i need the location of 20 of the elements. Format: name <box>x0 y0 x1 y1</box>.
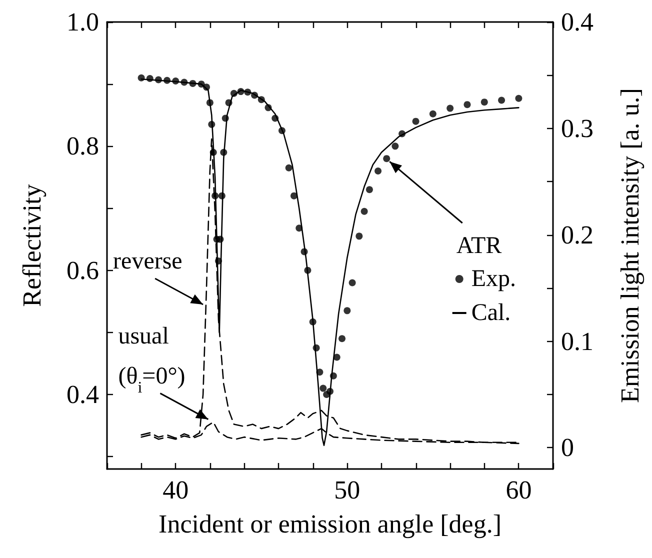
legend-label: Cal. <box>471 300 511 326</box>
legend-label: Exp. <box>471 266 516 292</box>
y-tick-label: 1.0 <box>66 8 99 36</box>
y2-axis-title: Emission light intensity [a. u.] <box>616 88 644 403</box>
y2-tick-label: 0 <box>561 433 574 462</box>
y-tick-label: 0.8 <box>66 132 99 161</box>
annotation: usual (θ$_{i}$=0°) <box>118 323 186 396</box>
x-axis-title: Incident or emission angle [deg.] <box>158 510 502 538</box>
legend-title: ATR <box>456 233 502 259</box>
y2-tick-label: 0.2 <box>561 220 594 250</box>
y-tick-label: 0.6 <box>66 256 99 285</box>
y2-tick-label: 0.4 <box>561 8 594 36</box>
y-tick-label: 0.4 <box>66 380 99 409</box>
y2-tick-label: 0.3 <box>561 114 594 143</box>
x-tick-label: 60 <box>506 476 532 504</box>
annotation: reverse <box>113 248 182 274</box>
x-tick-label: 50 <box>334 476 360 504</box>
y2-tick-label: 0.1 <box>561 326 594 356</box>
x-tick-label: 40 <box>162 476 189 504</box>
y-axis-title: Reflectivity <box>18 184 46 307</box>
